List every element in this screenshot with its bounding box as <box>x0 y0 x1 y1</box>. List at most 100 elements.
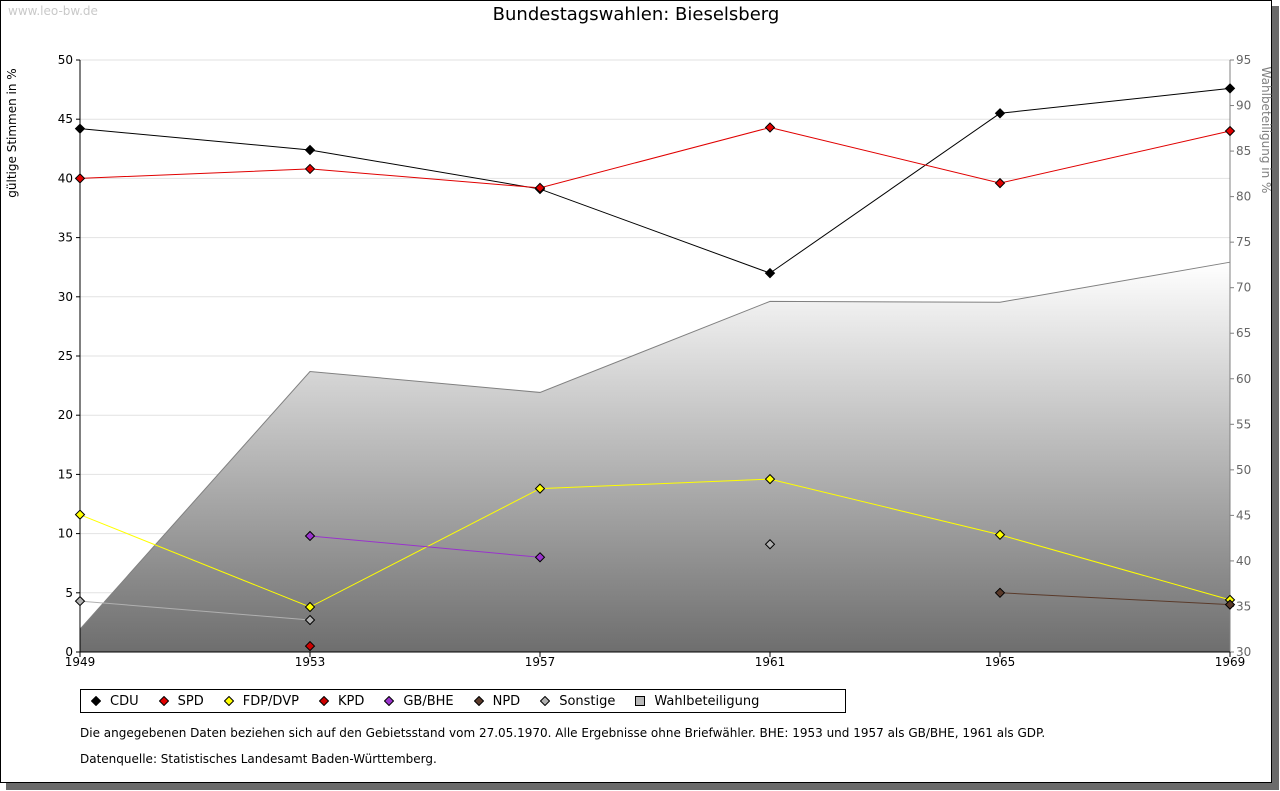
series-line-cdu <box>79 87 1231 274</box>
data-point-spd <box>1224 125 1236 137</box>
legend: CDU SPD FDP/DVP KPD GB/BHE NPD Sonstige … <box>80 689 846 713</box>
frame-shadow-right <box>1272 6 1279 790</box>
legend-item-wahlbeteiligung[interactable]: Wahlbeteiligung <box>635 694 759 709</box>
x-tick-label: 1961 <box>755 655 786 669</box>
y2-axis-label: Wahlbeteiligung in % <box>1259 67 1272 194</box>
series-line-gb-bhe <box>309 535 541 558</box>
data-point-npd <box>994 587 1006 599</box>
legend-item-cdu[interactable]: CDU <box>91 694 139 709</box>
data-point-fdp-dvp <box>304 601 316 613</box>
axis-layer: 0 5 10 15 20 25 30 35 40 45 50 30 35 40 45 50 55 60 65 70 75… <box>58 53 1252 669</box>
y-tick-label: 50 <box>58 53 73 67</box>
y2-tick-label: 95 <box>1236 53 1251 67</box>
footnote: Die angegebenen Daten beziehen sich auf … <box>80 726 1046 740</box>
data-point-kpd <box>304 640 316 652</box>
x-tick-label: 1965 <box>985 655 1016 669</box>
y-tick-label: 15 <box>58 467 73 481</box>
y2-tick-label: 80 <box>1236 190 1251 204</box>
legend-marker-cdu <box>91 696 101 706</box>
legend-item-gb-bhe[interactable]: GB/BHE <box>384 693 454 709</box>
data-point-fdp-dvp <box>74 509 86 520</box>
chart-svg: 0 5 10 15 20 25 30 35 40 45 50 30 35 40 45 50 55 60 65 70 75… <box>5 53 1272 669</box>
legend-item-spd[interactable]: SPD <box>158 693 204 709</box>
y2-tick-label: 40 <box>1236 554 1251 568</box>
watermark[interactable]: www.leo-bw.de <box>8 4 98 18</box>
legend-marker-fdp-dvp <box>223 696 234 706</box>
y-tick-label: 35 <box>58 231 73 245</box>
series-layer <box>74 83 1236 652</box>
y2-tick-label: 65 <box>1236 326 1251 340</box>
legend-marker-npd <box>473 696 484 706</box>
data-source: Datenquelle: Statistisches Landesamt Bad… <box>80 752 437 766</box>
y-tick-label: 0 <box>65 645 73 659</box>
series-line-sonstige <box>79 600 311 621</box>
legend-label: FDP/DVP <box>242 693 299 709</box>
legend-marker-kpd <box>318 696 329 706</box>
x-tick-label: 1969 <box>1215 655 1246 669</box>
x-tick-label: 1949 <box>65 655 96 669</box>
data-point-sonstige <box>74 595 86 607</box>
legend-label: SPD <box>177 693 204 709</box>
y-tick-label: 30 <box>58 290 73 304</box>
chart-title: Bundestagswahlen: Bieselsberg <box>492 4 780 25</box>
y2-tick-label: 75 <box>1236 235 1251 249</box>
series-line-spd <box>79 126 1231 189</box>
turnout-area <box>80 262 1230 652</box>
data-point-fdp-dvp <box>994 529 1006 540</box>
y-tick-label: 45 <box>58 112 73 126</box>
turnout-area-layer <box>79 261 1231 652</box>
data-point-fdp-dvp <box>764 473 776 485</box>
data-point-sonstige <box>304 614 316 626</box>
y-tick-label: 5 <box>65 586 73 600</box>
legend-label: Wahlbeteiligung <box>654 693 760 709</box>
legend-label: KPD <box>337 693 365 709</box>
y2-tick-label: 55 <box>1236 417 1251 431</box>
legend-item-fdp-dvp[interactable]: FDP/DVP <box>223 693 299 709</box>
frame-shadow-bottom <box>6 783 1279 790</box>
y-tick-label: 10 <box>58 527 73 541</box>
y-tick-label: 20 <box>58 408 73 422</box>
legend-item-sonstige[interactable]: Sonstige <box>540 694 615 709</box>
legend-item-npd[interactable]: NPD <box>473 693 521 709</box>
data-point-cdu <box>764 267 776 279</box>
data-point-spd <box>304 163 316 175</box>
data-point-cdu <box>994 108 1006 119</box>
data-point-gb-bhe <box>534 552 546 563</box>
y-tick-label: 40 <box>58 171 73 185</box>
data-point-cdu <box>304 144 316 156</box>
y2-tick-label: 85 <box>1236 144 1251 158</box>
data-point-cdu <box>74 123 86 134</box>
y2-tick-label: 45 <box>1236 508 1251 522</box>
legend-marker-spd <box>158 696 169 706</box>
legend-label: CDU <box>110 693 139 709</box>
legend-marker-wahlbeteiligung <box>635 696 646 706</box>
y2-tick-label: 30 <box>1236 645 1251 659</box>
series-line-npd <box>999 592 1231 606</box>
legend-item-kpd[interactable]: KPD <box>318 693 365 709</box>
y2-tick-label: 60 <box>1236 372 1251 386</box>
data-point-spd <box>534 182 546 194</box>
data-point-npd <box>1224 599 1236 610</box>
turnout-line <box>79 261 1231 630</box>
y-axis-label: gültige Stimmen in % <box>5 68 19 197</box>
data-point-sonstige <box>764 539 776 550</box>
x-tick-label: 1957 <box>525 655 556 669</box>
y2-tick-label: 70 <box>1236 281 1251 295</box>
legend-label: GB/BHE <box>403 693 454 709</box>
data-point-fdp-dvp <box>534 483 546 494</box>
y2-tick-label: 90 <box>1236 99 1251 113</box>
data-point-spd <box>994 177 1006 189</box>
data-point-gb-bhe <box>304 530 316 542</box>
series-line-fdp-dvp <box>79 478 1231 608</box>
legend-marker-sonstige <box>540 696 551 706</box>
legend-marker-gb-bhe <box>384 696 395 706</box>
data-point-spd <box>74 173 86 184</box>
data-point-spd <box>764 122 776 133</box>
legend-label: NPD <box>492 693 521 709</box>
legend-label: Sonstige <box>559 693 616 709</box>
y2-tick-label: 50 <box>1236 463 1251 477</box>
y-tick-label: 25 <box>58 349 73 363</box>
x-tick-label: 1953 <box>295 655 326 669</box>
data-point-cdu <box>1224 83 1236 94</box>
y2-tick-label: 35 <box>1236 599 1251 613</box>
